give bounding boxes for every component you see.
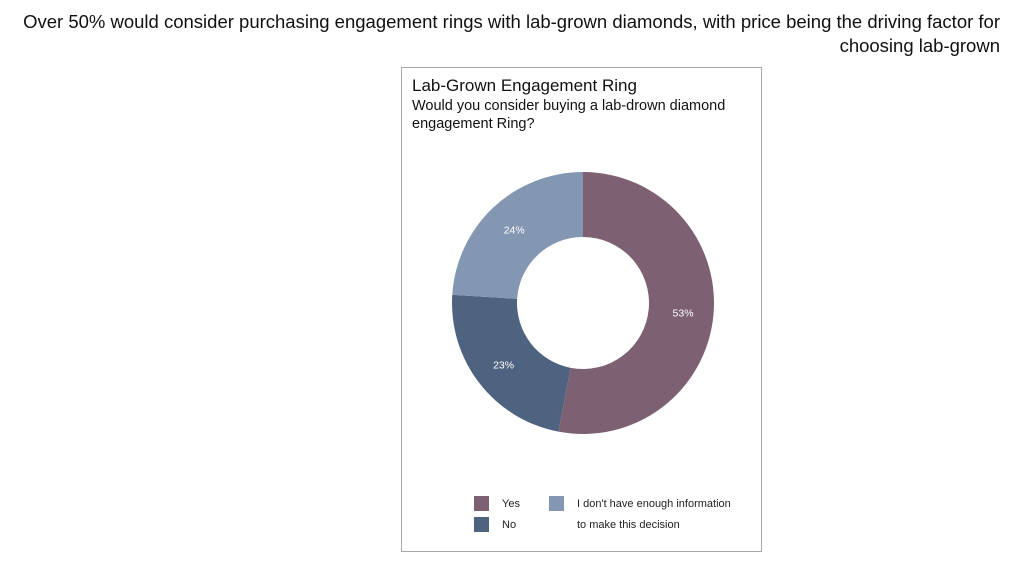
chart-card: Lab-Grown Engagement Ring Would you cons… — [401, 67, 762, 552]
data-label-yes: 53% — [673, 307, 694, 319]
chart-title: Lab-Grown Engagement Ring — [412, 76, 637, 95]
data-label-no: 23% — [493, 360, 514, 372]
chart-subtitle: Would you consider buying a lab-drown di… — [412, 98, 726, 132]
headline: Over 50% would consider purchasing engag… — [23, 11, 1000, 56]
donut-slice-yes — [558, 172, 714, 434]
donut-chart: 53% 23% 24% — [452, 172, 714, 434]
donut-slice-i-don-t-have-enough-info — [452, 172, 583, 299]
data-label-i-don-t-have-enough-info: 24% — [504, 225, 525, 237]
donut-slice-no — [452, 294, 571, 432]
